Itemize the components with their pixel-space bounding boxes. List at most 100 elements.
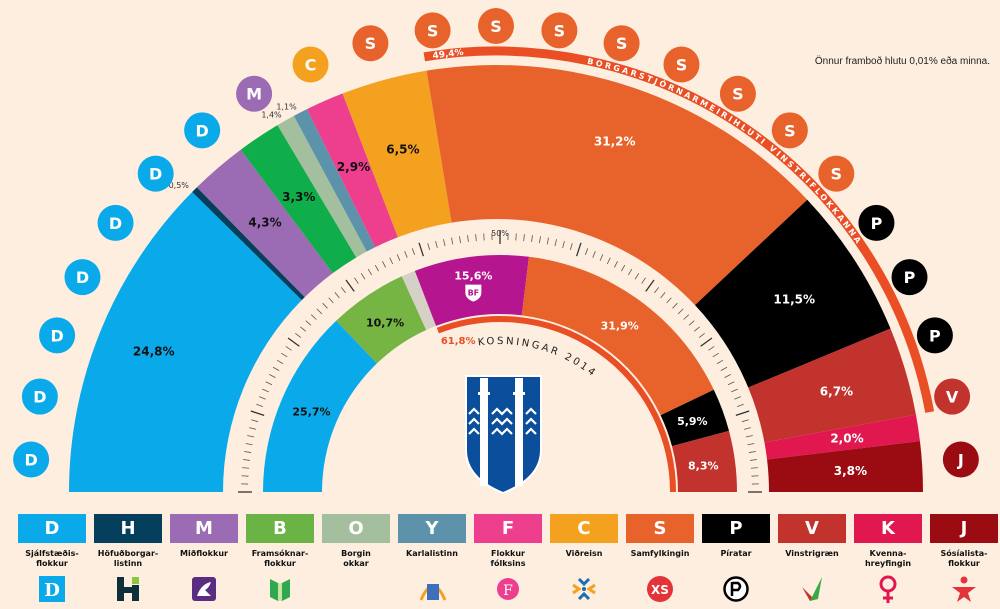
scale-tick (546, 237, 549, 245)
segment-2018-B (240, 125, 357, 274)
scale-tick (716, 359, 724, 365)
xs-logo-icon: XS (646, 575, 674, 603)
scale-tick (354, 277, 359, 284)
seat-circle (603, 25, 640, 62)
seat-letter: D (196, 121, 209, 140)
scale-tick (367, 268, 373, 276)
seat-circle (236, 75, 273, 112)
label-2018-Y: 1,1% (276, 102, 297, 111)
seat-circle (64, 259, 101, 296)
seat-letter: D (76, 268, 89, 287)
seat-S: S (352, 25, 389, 62)
seat-circle (21, 378, 58, 415)
segment-2014-other (401, 270, 437, 331)
label-2018-M: 4,3% (248, 215, 281, 229)
legend-letter-box: M (170, 514, 238, 543)
segment-2014-D (263, 320, 377, 492)
scale-tick (654, 287, 660, 294)
label-2018-V: 6,7% (820, 384, 853, 398)
legend-letter-box: P (702, 514, 770, 543)
d-logo-icon: D (38, 575, 66, 603)
scale-tick (621, 264, 626, 272)
seat-letter: D (50, 326, 63, 345)
scale-tick (459, 236, 461, 244)
scale-tick (340, 287, 346, 294)
seat-circle (916, 317, 953, 354)
seat-letter: S (676, 56, 688, 75)
svg-text:BF: BF (468, 289, 480, 298)
segment-2018-Y (293, 109, 376, 252)
seat-M: M (236, 75, 273, 112)
majority-value: 49,4% (432, 48, 464, 62)
scale-tick (316, 308, 323, 315)
legend-letter-box: F (474, 514, 542, 543)
scale-tick (727, 381, 735, 386)
scale-tick (262, 388, 269, 393)
scale-tick (360, 273, 366, 280)
seat-circle (818, 155, 855, 192)
seat-J: J (942, 441, 979, 478)
scale-tick (269, 374, 276, 378)
scale-tick (396, 254, 401, 261)
scale-tick (641, 277, 646, 284)
legend-party-name: Samfylkingin (630, 549, 690, 558)
label-2018-S: 31,2% (594, 135, 636, 149)
seat-letter: S (732, 85, 744, 104)
scale-tick (688, 320, 695, 326)
seat-circle (414, 12, 451, 49)
scale-tick (531, 234, 533, 243)
seat-S: S (541, 12, 578, 49)
seat-circle (39, 317, 76, 354)
legend-party-name: Píratar (720, 549, 752, 558)
seat-letter: M (246, 85, 262, 104)
scale-tick (724, 374, 731, 378)
seat-circle (97, 204, 134, 241)
check-logo-icon (798, 575, 826, 603)
segment-2018-P (695, 199, 891, 388)
legend-party-name: Höfuðborgar- listinn (97, 549, 159, 568)
legend-item-J: J Sósíalista- flokkur (930, 514, 998, 603)
scale-tick (272, 366, 280, 371)
scale-tick (475, 234, 477, 242)
seat-S: S (771, 112, 808, 149)
majority-arc-band (423, 46, 935, 413)
venus-logo-icon (874, 575, 902, 603)
seat-circle (942, 441, 979, 478)
scale-tick (592, 251, 596, 258)
seat-circle (663, 46, 700, 83)
legend-letter-box: J (930, 514, 998, 543)
star-burst-logo-icon (570, 575, 598, 603)
segment-2014-V (671, 430, 737, 492)
legend-item-M: M Miðflokkur (170, 514, 238, 603)
reykjavik-crest-icon (465, 375, 542, 495)
scale-tick (745, 435, 753, 438)
scale-tick (677, 308, 684, 315)
scale-tick (666, 297, 672, 304)
seat-V: V (934, 378, 971, 415)
seat-C: C (292, 46, 329, 83)
seat-D: D (184, 112, 221, 149)
seat-P: P (858, 204, 895, 241)
seat-letter: P (929, 326, 941, 345)
legend-party-name: Miðflokkur (180, 549, 228, 558)
scale-tick (281, 352, 288, 358)
seat-circle (771, 112, 808, 149)
seat-circle (719, 75, 756, 112)
seat-circle (858, 204, 895, 241)
seat-P: P (916, 317, 953, 354)
scale-tick (310, 314, 317, 320)
segment-2018-H (192, 187, 305, 301)
seat-circle (891, 259, 928, 296)
pirate-flag-logo-icon (722, 575, 750, 603)
scale-tick (345, 279, 355, 292)
seat-D: D (97, 204, 134, 241)
scale-tick (741, 419, 749, 423)
seat-D: D (21, 378, 58, 415)
scale-tick (523, 234, 525, 242)
scale-tick (418, 242, 424, 257)
legend-party-name: Kvenna- hreyfingin (864, 549, 912, 568)
label-2014-B: 10,7% (366, 316, 404, 329)
legend-letter-box: O (322, 514, 390, 543)
results-2018-ring: 24,8% 0,5% 4,3%3,3% 1,4%1,1% 2,9% 6,5% 31,2% 11… (69, 65, 923, 493)
